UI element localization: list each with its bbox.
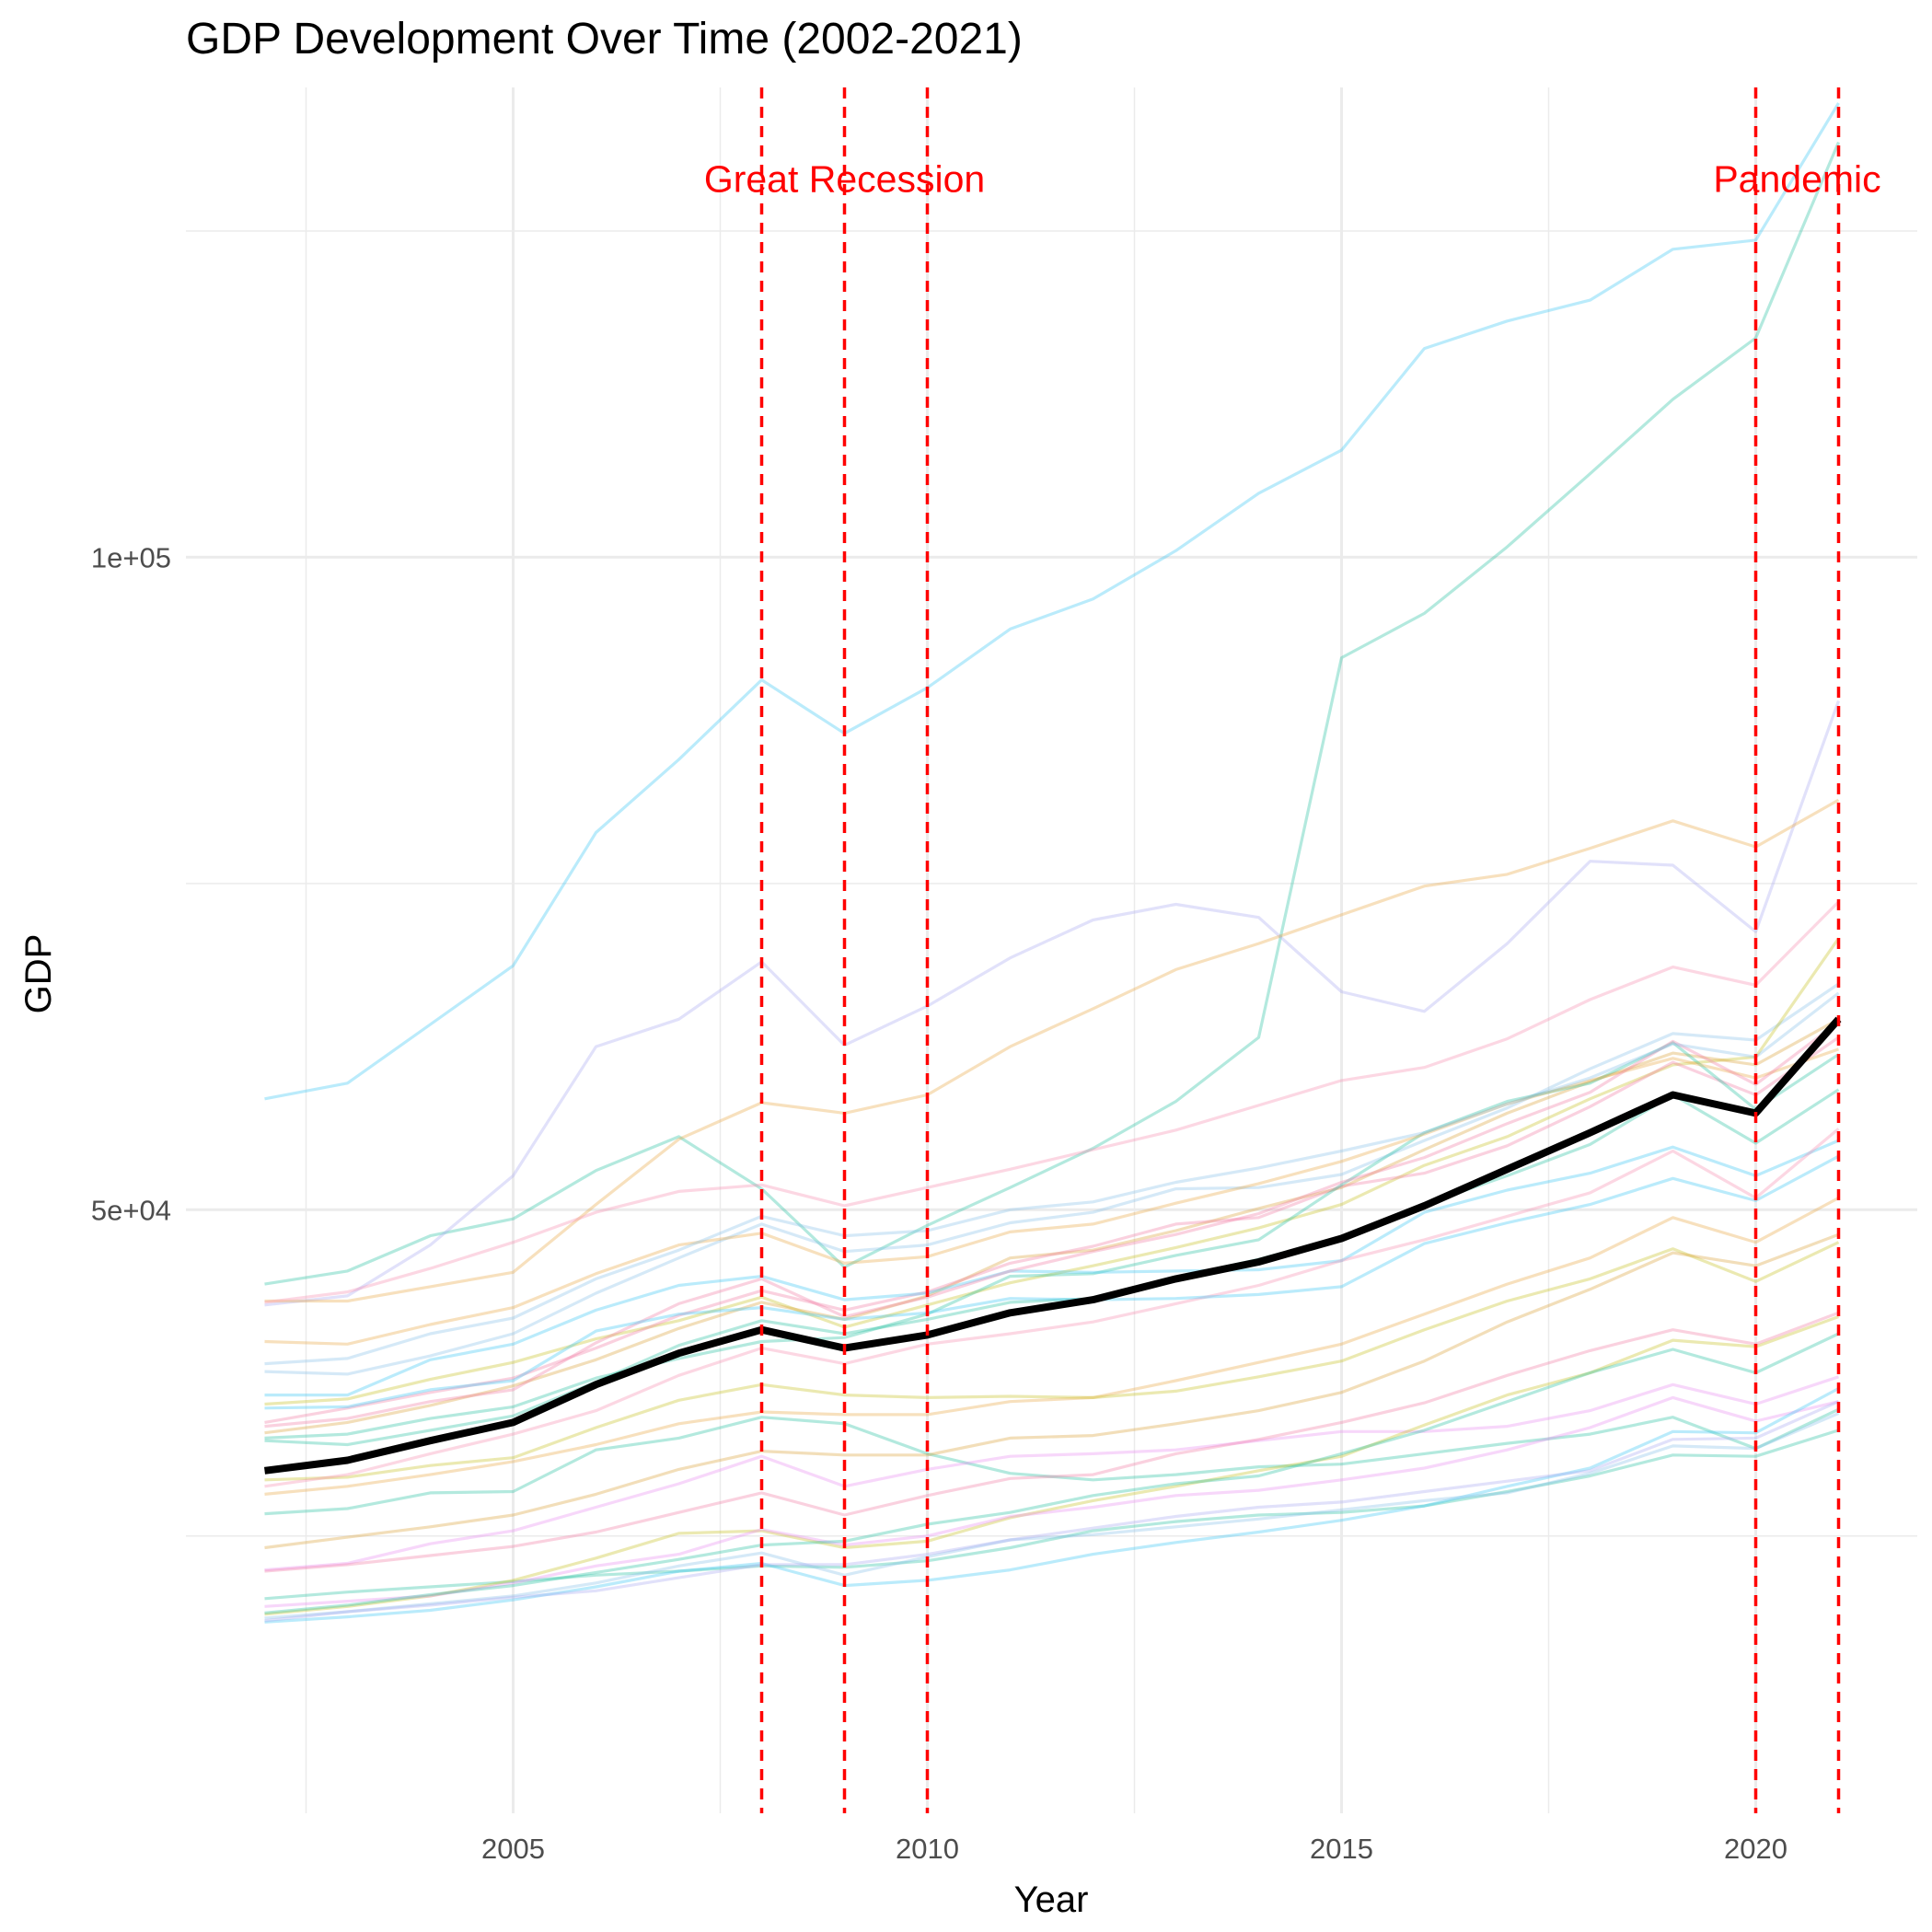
series-line-22: [264, 1232, 1840, 1550]
series-line-14: [264, 1088, 1840, 1447]
series-line-15: [264, 991, 1840, 1366]
x-tick-label: 2010: [896, 1833, 959, 1865]
event-lines: [759, 87, 1841, 1813]
highlight-line: [264, 1016, 1842, 1475]
series-line-28: [264, 1412, 1840, 1620]
x-axis-tick-labels: 2005 2010 2015 2020: [481, 1833, 1787, 1865]
series-line-26: [264, 1395, 1839, 1608]
series-line-25: [264, 1311, 1840, 1573]
series-line-30: [264, 1332, 1840, 1614]
series-line-7: [264, 937, 1840, 1406]
series-line-20: [264, 1154, 1840, 1410]
series-line-11: [264, 1139, 1840, 1397]
y-axis-title: GDP: [18, 934, 59, 1014]
series-line-4: [264, 798, 1840, 1303]
series-line-1: [264, 102, 1840, 1101]
series-line-16: [264, 1197, 1840, 1496]
annotation-label-2: Pandemic: [1713, 157, 1880, 200]
series-line-27: [264, 1387, 1840, 1624]
series-line-9: [264, 1035, 1840, 1424]
series-line-29: [264, 1400, 1840, 1623]
series-line-19: [264, 1407, 1840, 1516]
series-line-6: [264, 982, 1840, 1376]
series-line-23: [264, 1429, 1839, 1601]
y-tick-label: 1e+05: [91, 541, 171, 573]
series-line-13: [264, 1020, 1840, 1429]
series-line-3: [264, 700, 1841, 1307]
series-line-24: [264, 1314, 1840, 1616]
x-tick-label: 2020: [1724, 1833, 1787, 1865]
series-line-5: [264, 900, 1840, 1304]
series-line-2: [264, 141, 1840, 1286]
series-line-17: [264, 1241, 1840, 1482]
series-line-12: [264, 1047, 1840, 1346]
series-line-10: [264, 1041, 1840, 1440]
minor-gridlines: [186, 87, 1917, 1813]
x-tick-label: 2015: [1310, 1833, 1373, 1865]
annotation-label-1: Great Recession: [704, 157, 985, 200]
series-line-18: [264, 1128, 1840, 1488]
annotations: Great Recession Pandemic: [704, 157, 1881, 200]
y-tick-label: 5e+04: [91, 1194, 171, 1226]
series-line-8: [264, 1017, 1840, 1435]
y-axis-tick-labels: 5e+04 1e+05: [91, 541, 171, 1226]
series-line-21: [264, 1375, 1840, 1572]
x-tick-label: 2005: [481, 1833, 545, 1865]
x-axis-title: Year: [1014, 1880, 1089, 1920]
highlight-series-line: [264, 1016, 1842, 1475]
chart-title: GDP Development Over Time (2002-2021): [186, 15, 1023, 64]
series-lines: [264, 102, 1841, 1624]
